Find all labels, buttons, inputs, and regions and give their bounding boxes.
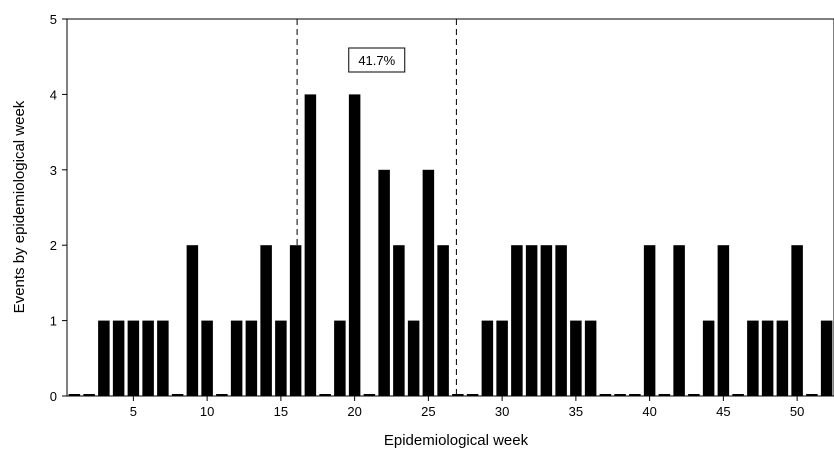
- bar-week-29: [481, 320, 494, 396]
- bar-week-39: [629, 394, 641, 396]
- bar-week-28: [466, 394, 479, 396]
- bar-week-42: [673, 245, 685, 396]
- bar-week-33: [540, 245, 553, 396]
- bar-week-1: [68, 394, 81, 396]
- bar-week-3: [98, 320, 110, 396]
- bar-week-4: [112, 320, 125, 396]
- bar-week-13: [245, 320, 258, 396]
- annotation-label: 41.7%: [358, 53, 395, 68]
- x-tick-label: 35: [569, 404, 583, 419]
- x-tick-label: 10: [200, 404, 214, 419]
- bar-week-7: [157, 320, 169, 396]
- bar-week-6: [142, 320, 154, 396]
- bar-week-23: [393, 245, 405, 396]
- y-tick-label: 5: [50, 12, 57, 27]
- x-tick-label: 15: [274, 404, 288, 419]
- bar-week-10: [201, 320, 213, 396]
- bar-week-35: [570, 320, 582, 396]
- x-axis-label: Epidemiological week: [384, 432, 529, 449]
- bar-week-12: [230, 320, 243, 396]
- bar-week-40: [643, 245, 656, 396]
- bar-week-24: [407, 320, 420, 396]
- bar-week-41: [658, 394, 671, 396]
- y-tick-label: 0: [50, 389, 57, 404]
- x-ticks-group: 5 10 15 20 25 30 35 40 45 50: [130, 396, 804, 419]
- x-tick-label: 40: [642, 404, 656, 419]
- bar-week-2: [83, 394, 95, 396]
- bar-week-38: [614, 394, 626, 396]
- bar-week-36: [584, 320, 597, 396]
- bar-week-48: [761, 320, 774, 396]
- y-axis-label: Events by epidemiological week: [11, 100, 28, 313]
- bar-week-21: [363, 394, 376, 396]
- y-tick-label: 2: [50, 238, 57, 253]
- annotation-box: [348, 47, 406, 73]
- bar-week-44: [702, 320, 715, 396]
- bar-week-18: [319, 394, 331, 396]
- bars-group: [68, 94, 833, 397]
- x-tick-label: 25: [421, 404, 435, 419]
- bar-week-5: [127, 320, 140, 396]
- bar-week-43: [688, 394, 700, 396]
- bar-week-31: [511, 245, 523, 396]
- bar-week-30: [496, 320, 508, 396]
- bar-week-51: [806, 394, 818, 396]
- y-tick-label: 3: [50, 163, 57, 178]
- bar-week-14: [260, 245, 272, 396]
- bar-week-32: [525, 245, 538, 396]
- bar-week-26: [437, 245, 449, 396]
- x-tick-label: 45: [716, 404, 730, 419]
- bar-week-9: [186, 245, 199, 396]
- bar-week-37: [599, 394, 612, 396]
- bar-week-45: [717, 245, 730, 396]
- y-tick-label: 1: [50, 314, 57, 329]
- x-tick-label: 50: [790, 404, 804, 419]
- bar-week-49: [776, 320, 789, 396]
- bar-week-20: [348, 94, 361, 397]
- bar-week-16: [289, 245, 302, 396]
- bar-week-22: [378, 169, 390, 396]
- bar-week-15: [275, 320, 287, 396]
- bar-week-52: [820, 320, 833, 396]
- y-ticks-group: 0 1 2 3 4 5: [50, 12, 67, 404]
- x-tick-label: 30: [495, 404, 509, 419]
- x-tick-label: 20: [347, 404, 361, 419]
- bar-week-34: [555, 245, 567, 396]
- bar-week-8: [171, 394, 184, 396]
- bar-week-47: [747, 320, 759, 396]
- bar-week-27: [452, 394, 464, 396]
- bar-week-50: [791, 245, 803, 396]
- bar-week-19: [334, 320, 346, 396]
- x-tick-label: 5: [130, 404, 137, 419]
- bar-week-46: [732, 394, 744, 396]
- bar-week-25: [422, 169, 435, 396]
- bar-week-11: [216, 394, 228, 396]
- bar-week-17: [304, 94, 317, 397]
- plot-frame: [66, 18, 834, 397]
- y-tick-label: 4: [50, 87, 57, 102]
